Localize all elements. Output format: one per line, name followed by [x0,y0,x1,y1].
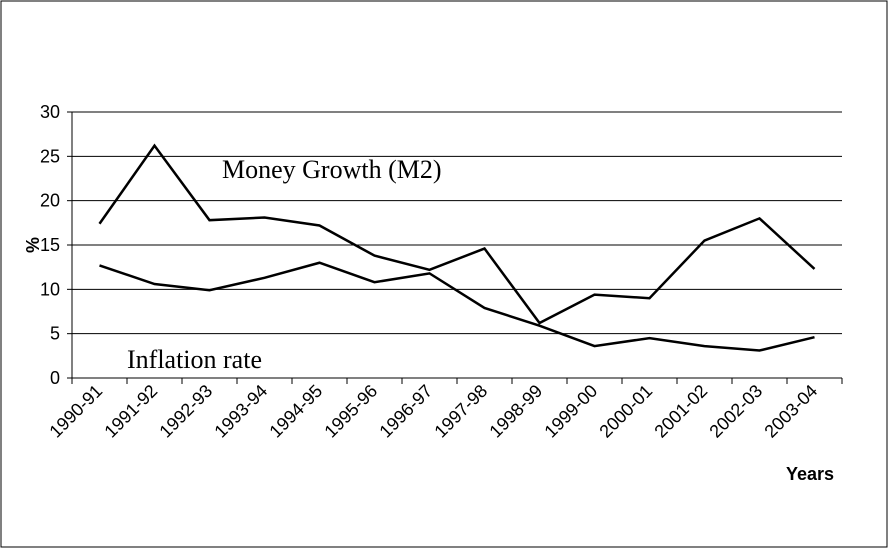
y-tick-label: 5 [50,324,60,344]
y-tick-label: 0 [50,368,60,388]
y-tick-label: 30 [40,102,60,122]
series-label: Inflation rate [127,345,262,374]
series-line [99,261,815,352]
y-tick-label: 10 [40,279,60,299]
y-tick-label: 25 [40,146,60,166]
series-label: Money Growth (M2) [222,155,442,184]
y-axis-label: % [22,237,42,253]
series-line [98,143,816,325]
x-axis-label: Years [786,464,834,484]
y-tick-label: 20 [40,191,60,211]
y-tick-label: 15 [40,235,60,255]
